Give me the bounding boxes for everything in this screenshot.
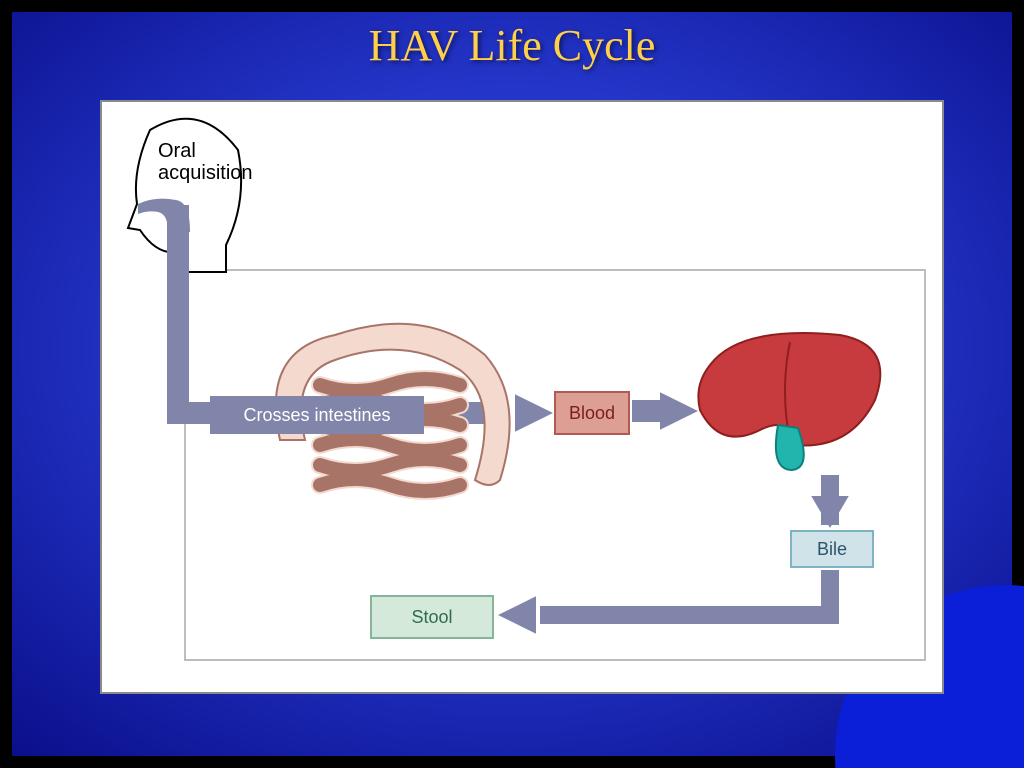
arrowhead-bile — [811, 496, 849, 528]
crosses-text: Crosses intestines — [243, 405, 390, 426]
arrow-bile-to-stool — [540, 570, 830, 615]
oral-acquisition-label: Oral acquisition — [158, 140, 253, 184]
oral-line2: acquisition — [158, 162, 253, 184]
blood-text: Blood — [569, 403, 615, 424]
bile-box: Bile — [790, 530, 874, 568]
blood-box: Blood — [554, 391, 630, 435]
stool-box: Stool — [370, 595, 494, 639]
liver-icon — [698, 333, 880, 470]
bile-text: Bile — [817, 539, 847, 560]
crosses-intestines-box: Crosses intestines — [210, 396, 424, 434]
arrowhead-liver — [660, 392, 698, 430]
oral-line1: Oral — [158, 140, 196, 162]
life-cycle-diagram — [0, 0, 1024, 768]
arrowhead-blood — [515, 394, 553, 432]
arrowhead-stool — [498, 596, 536, 634]
slide-root: HAV Life Cycle — [0, 0, 1024, 768]
body-frame — [185, 270, 925, 660]
stool-text: Stool — [411, 607, 452, 628]
